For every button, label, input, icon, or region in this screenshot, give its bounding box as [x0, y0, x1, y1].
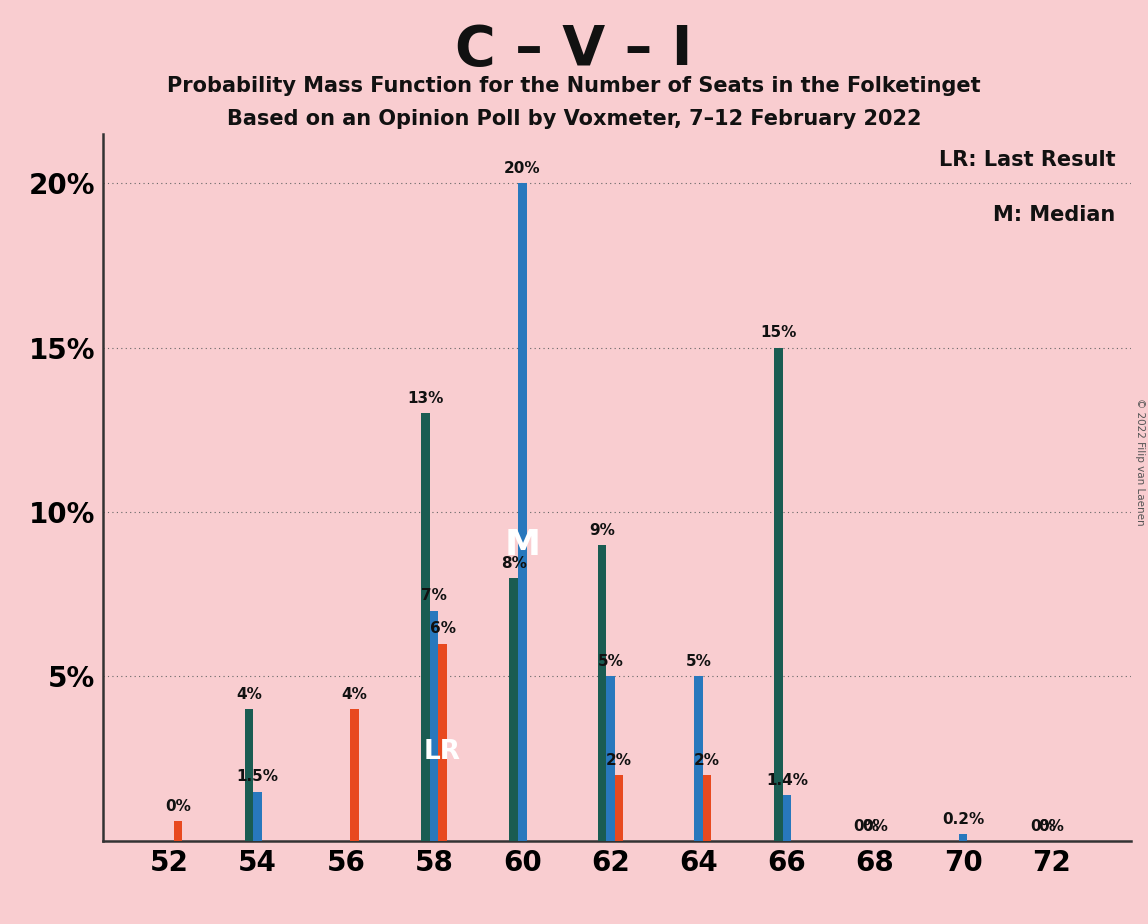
Text: 5%: 5%: [685, 654, 712, 669]
Text: 1.4%: 1.4%: [766, 772, 808, 787]
Bar: [518, 183, 527, 841]
Bar: [245, 710, 254, 841]
Text: 7%: 7%: [421, 589, 447, 603]
Bar: [254, 792, 262, 841]
Text: 0.2%: 0.2%: [943, 812, 984, 827]
Text: 1.5%: 1.5%: [236, 770, 279, 784]
Text: 4%: 4%: [341, 687, 367, 702]
Text: 8%: 8%: [501, 555, 527, 571]
Text: © 2022 Filip van Laenen: © 2022 Filip van Laenen: [1135, 398, 1145, 526]
Bar: [703, 775, 712, 841]
Text: LR: LR: [424, 739, 461, 765]
Bar: [783, 795, 791, 841]
Text: 0%: 0%: [862, 819, 887, 833]
Bar: [421, 413, 429, 841]
Text: C – V – I: C – V – I: [456, 23, 692, 77]
Text: 20%: 20%: [504, 161, 541, 176]
Text: M: M: [504, 528, 541, 562]
Text: 5%: 5%: [597, 654, 623, 669]
Bar: [959, 834, 968, 841]
Bar: [429, 611, 439, 841]
Bar: [510, 578, 518, 841]
Text: 0%: 0%: [1039, 819, 1064, 833]
Bar: [598, 545, 606, 841]
Text: LR: Last Result: LR: Last Result: [939, 150, 1116, 169]
Text: 9%: 9%: [589, 523, 615, 538]
Text: 0%: 0%: [165, 799, 191, 814]
Text: Based on an Opinion Poll by Voxmeter, 7–12 February 2022: Based on an Opinion Poll by Voxmeter, 7–…: [227, 109, 921, 129]
Bar: [695, 676, 703, 841]
Text: 2%: 2%: [695, 753, 720, 768]
Text: Probability Mass Function for the Number of Seats in the Folketinget: Probability Mass Function for the Number…: [168, 76, 980, 96]
Text: 15%: 15%: [760, 325, 797, 340]
Bar: [606, 676, 614, 841]
Text: 4%: 4%: [236, 687, 262, 702]
Bar: [173, 821, 183, 841]
Text: 6%: 6%: [429, 621, 456, 637]
Text: 0%: 0%: [1030, 819, 1056, 833]
Text: 13%: 13%: [408, 391, 444, 407]
Bar: [614, 775, 623, 841]
Bar: [439, 644, 447, 841]
Bar: [350, 710, 358, 841]
Bar: [774, 347, 783, 841]
Text: 0%: 0%: [854, 819, 879, 833]
Text: M: Median: M: Median: [993, 205, 1116, 225]
Text: 2%: 2%: [606, 753, 631, 768]
